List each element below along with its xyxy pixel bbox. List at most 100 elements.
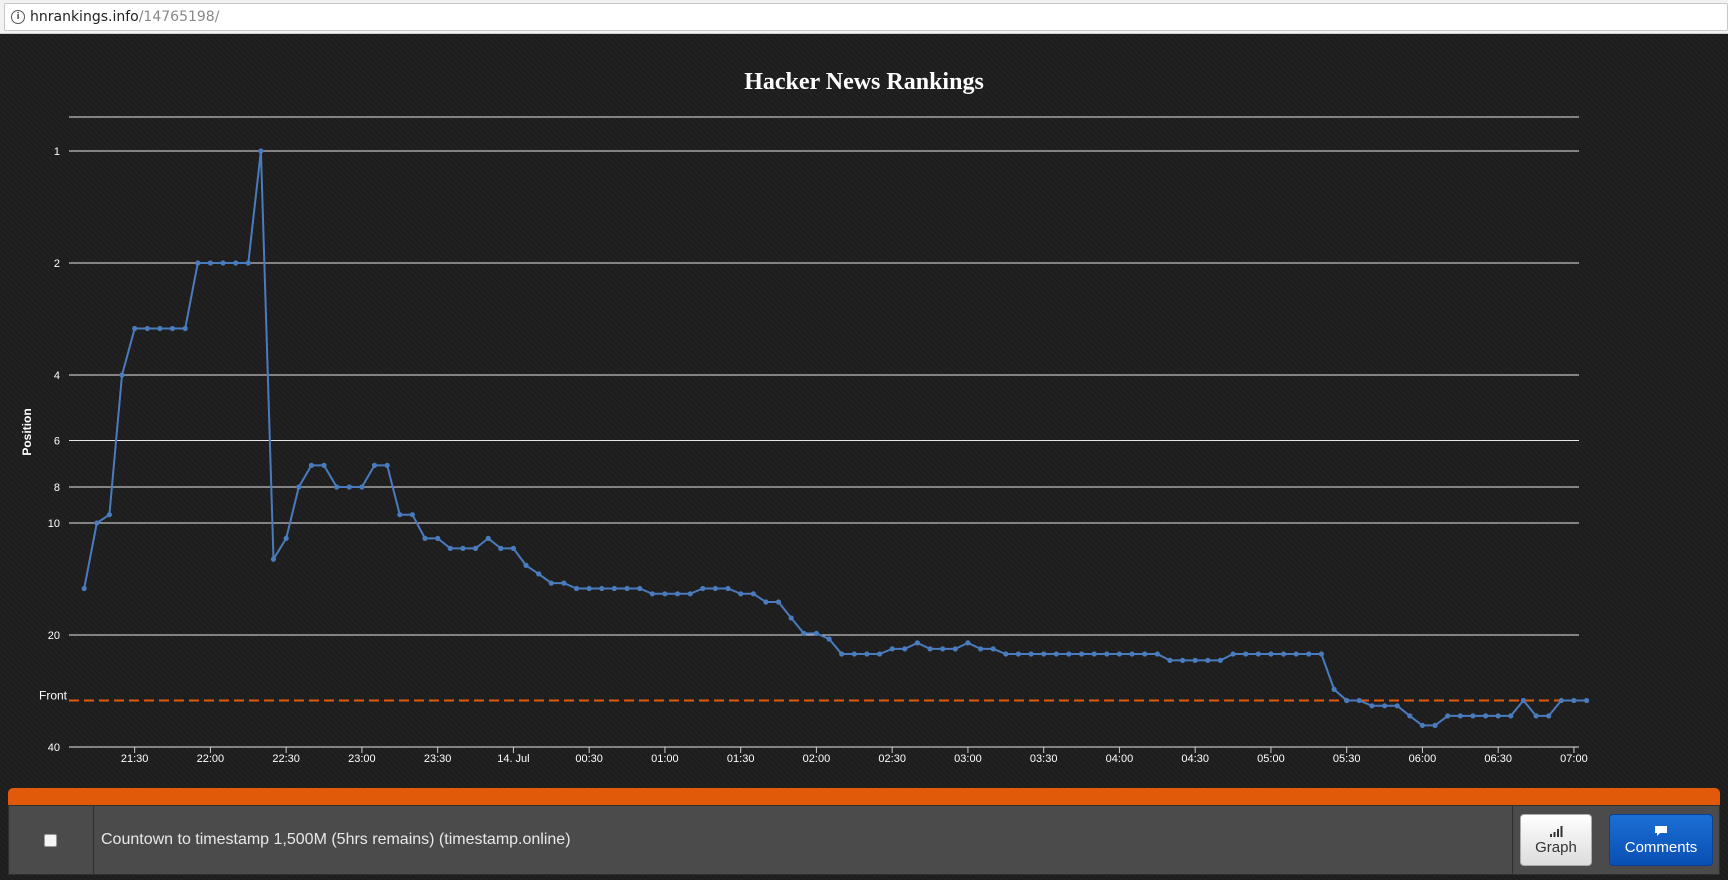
x-tick-label: 01:30 [727, 753, 755, 765]
data-point [485, 535, 491, 541]
data-point [1508, 713, 1514, 719]
data-point [1495, 713, 1501, 719]
comments-button-label: Comments [1624, 839, 1698, 856]
data-point [1180, 657, 1186, 664]
data-point [952, 646, 958, 652]
data-point [182, 325, 188, 332]
url-text: hnrankings.info/14765198/ [30, 4, 219, 30]
story-checkbox[interactable] [44, 834, 57, 847]
series-line [83, 150, 1587, 727]
data-point [233, 260, 239, 266]
data-point [435, 535, 441, 541]
data-point [1457, 713, 1463, 719]
data-point [1483, 713, 1489, 719]
y-axis-label: Position [20, 408, 34, 455]
data-point [586, 585, 592, 592]
data-point [637, 585, 643, 592]
data-point [1255, 651, 1261, 657]
data-point [738, 591, 744, 597]
x-tick-label: 04:00 [1106, 753, 1134, 765]
data-point [1015, 651, 1022, 657]
data-point [1369, 703, 1375, 709]
browser-address-bar: i hnrankings.info/14765198/ [0, 0, 1728, 34]
data-point [839, 651, 845, 657]
graph-button-label: Graph [1535, 839, 1577, 856]
data-point [1293, 651, 1299, 657]
x-tick-label: 03:00 [954, 753, 982, 765]
data-point [1356, 697, 1362, 704]
y-tick-label: 6 [54, 435, 60, 447]
data-point [1217, 657, 1223, 664]
data-point [1432, 722, 1438, 729]
data-point [334, 484, 340, 490]
data-point [788, 615, 794, 621]
front-page-label: Front [39, 689, 68, 703]
rankings-chart: Hacker News Rankings 1 2 4 6 8 10 20 40 Position 2… [20, 69, 1590, 765]
url-field[interactable]: i hnrankings.info/14765198/ [4, 3, 1728, 31]
x-tick-label: 21:30 [121, 753, 149, 765]
data-point [775, 599, 782, 605]
data-point [1558, 697, 1564, 704]
x-tick-label: 05:30 [1333, 753, 1361, 765]
data-point [1205, 657, 1211, 664]
data-point [902, 646, 908, 652]
data-point [1318, 651, 1324, 657]
bar-chart-icon [1550, 826, 1563, 837]
data-point [1394, 703, 1400, 709]
data-point [258, 148, 264, 154]
data-point [649, 591, 655, 597]
data-point [460, 545, 466, 551]
data-point [750, 591, 756, 597]
x-tick-label: 02:30 [878, 753, 906, 765]
data-point [914, 640, 921, 646]
data-point [990, 646, 996, 652]
data-point [169, 325, 176, 332]
data-point [700, 585, 706, 592]
y-tick-label: 2 [54, 258, 60, 270]
data-point [965, 640, 971, 646]
y-tick-label: 1 [54, 146, 60, 158]
url-path: /14765198/ [138, 9, 220, 25]
data-point [1142, 651, 1148, 657]
data-point [1053, 651, 1059, 657]
data-point [510, 545, 516, 551]
data-point [687, 591, 693, 597]
data-point [94, 520, 100, 526]
data-point [662, 591, 668, 597]
graph-button[interactable]: Graph [1520, 814, 1592, 866]
data-point [927, 646, 933, 652]
data-point [1104, 651, 1110, 657]
data-point [523, 562, 529, 569]
data-point [940, 646, 946, 652]
x-tick-label: 06:00 [1409, 753, 1437, 765]
data-point [283, 535, 289, 541]
x-tick-label: 04:30 [1181, 753, 1209, 765]
comments-button[interactable]: Comments [1609, 814, 1713, 866]
data-point [725, 585, 731, 592]
y-tick-label: 40 [48, 742, 60, 754]
y-tick-label: 10 [48, 518, 60, 530]
data-point [81, 585, 87, 592]
data-point [1091, 651, 1097, 657]
data-point [1041, 651, 1047, 657]
x-tick-label: 03:30 [1030, 753, 1058, 765]
page-background [0, 34, 1728, 880]
data-point [220, 260, 226, 266]
data-point [548, 580, 554, 586]
story-title[interactable]: Countown to timestamp 1,500M (5hrs remai… [101, 831, 571, 848]
data-point [371, 462, 378, 468]
x-tick-label: 14. Jul [497, 753, 529, 765]
data-point [119, 372, 125, 378]
data-point [1382, 703, 1388, 709]
data-point [472, 545, 479, 551]
info-icon[interactable]: i [11, 10, 25, 24]
data-point [1281, 651, 1287, 657]
divider [1512, 806, 1513, 874]
data-point [1331, 686, 1337, 693]
data-point [270, 556, 277, 562]
y-tick-label: 4 [54, 370, 60, 382]
x-tick-label: 23:00 [348, 753, 376, 765]
x-tick-label: 22:30 [272, 753, 300, 765]
data-point [877, 651, 883, 657]
data-point [1116, 651, 1122, 657]
